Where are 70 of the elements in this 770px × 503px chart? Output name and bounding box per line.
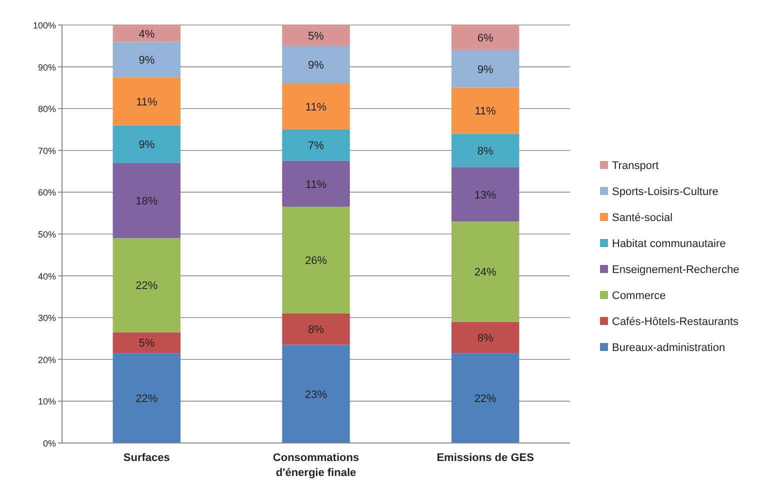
legend-label: Habitat communautaire <box>612 238 726 250</box>
bar <box>282 84 350 130</box>
data-label: 22% <box>136 393 158 406</box>
data-label: 6% <box>477 32 494 45</box>
legend-label: Cafés-Hôtels-Restaurants <box>612 316 740 328</box>
legend-label: Sports-Loisirs-Culture <box>612 186 718 198</box>
bar <box>282 160 350 207</box>
data-label: 4% <box>138 28 155 40</box>
data-label: 11% <box>305 178 327 191</box>
data-label: 9% <box>138 54 155 66</box>
bar <box>112 332 181 354</box>
bar <box>451 134 520 168</box>
bar <box>451 221 520 322</box>
legend-label: Transport <box>612 160 659 172</box>
data-label: 8% <box>477 145 494 158</box>
bar <box>451 25 520 50</box>
bar <box>282 25 350 46</box>
bar <box>112 125 181 163</box>
bar <box>282 313 350 345</box>
y-tick-label: 50% <box>38 230 56 240</box>
y-tick-label: 20% <box>38 354 56 365</box>
bar <box>112 25 181 42</box>
data-label: 9% <box>308 60 324 72</box>
y-tick-label: 90% <box>38 62 56 72</box>
legend-label: Commerce <box>612 290 666 302</box>
y-tick-label: 70% <box>38 146 56 156</box>
y-tick-label: 80% <box>38 104 56 114</box>
bar <box>451 50 520 88</box>
bar <box>451 88 520 134</box>
y-tick-label: 100% <box>32 20 56 30</box>
legend-label: Enseignement-Recherche <box>612 264 740 276</box>
data-label: 7% <box>308 140 324 152</box>
x-tick-label: Consommations d'énergie finale <box>272 452 360 479</box>
data-label: 11% <box>136 96 158 108</box>
bar <box>282 46 350 84</box>
bar <box>112 162 181 238</box>
bar <box>112 42 181 78</box>
data-label: 8% <box>477 332 494 344</box>
data-label: 11% <box>305 102 327 114</box>
bar <box>112 353 181 443</box>
data-label: 18% <box>136 196 158 208</box>
data-label: 11% <box>474 106 496 118</box>
bar <box>112 77 181 126</box>
bar <box>282 130 350 161</box>
data-label: 13% <box>474 189 497 202</box>
legend-label: Santé-social <box>612 212 673 224</box>
y-tick-label: 0% <box>42 438 56 448</box>
data-label: 26% <box>304 255 328 268</box>
legend-label: Bureaux-administration <box>612 342 726 354</box>
y-tick-label: 40% <box>38 271 56 282</box>
data-label: 5% <box>308 30 324 42</box>
x-tick-label: Emissions de GES <box>436 452 534 464</box>
data-label: 22% <box>136 280 158 292</box>
data-label: 8% <box>308 324 324 336</box>
bar <box>451 322 520 354</box>
bar <box>282 206 350 314</box>
data-label: 9% <box>138 139 155 152</box>
data-label: 24% <box>474 266 497 279</box>
y-tick-label: 10% <box>38 396 56 407</box>
y-tick-label: 30% <box>38 313 56 324</box>
data-label: 5% <box>138 338 155 350</box>
data-label: 9% <box>477 64 494 76</box>
bar <box>451 167 520 222</box>
bar <box>451 353 520 443</box>
bar <box>282 344 350 443</box>
bar <box>112 238 181 332</box>
data-label: 22% <box>474 393 497 406</box>
data-label: 23% <box>304 388 328 401</box>
y-tick-label: 60% <box>38 188 56 198</box>
x-tick-label: Surfaces <box>123 452 170 464</box>
